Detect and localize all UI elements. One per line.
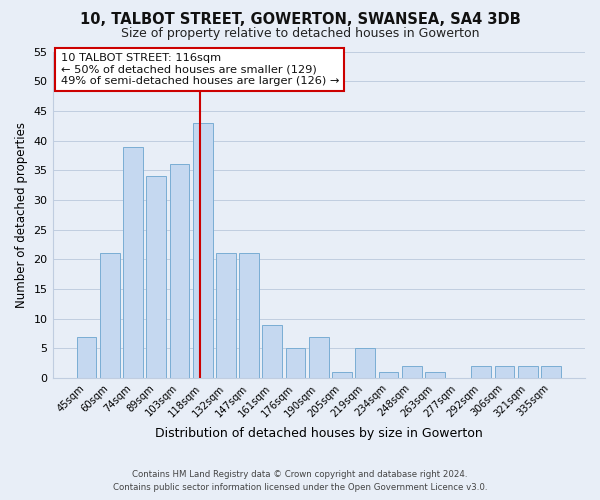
Bar: [193, 123, 212, 378]
Bar: [518, 366, 538, 378]
Y-axis label: Number of detached properties: Number of detached properties: [15, 122, 28, 308]
Bar: [216, 254, 236, 378]
Bar: [146, 176, 166, 378]
Bar: [472, 366, 491, 378]
Bar: [239, 254, 259, 378]
Bar: [309, 336, 329, 378]
Bar: [541, 366, 561, 378]
Bar: [402, 366, 422, 378]
Bar: [286, 348, 305, 378]
Bar: [332, 372, 352, 378]
Text: Size of property relative to detached houses in Gowerton: Size of property relative to detached ho…: [121, 28, 479, 40]
Bar: [123, 146, 143, 378]
Bar: [355, 348, 375, 378]
Bar: [379, 372, 398, 378]
Text: 10, TALBOT STREET, GOWERTON, SWANSEA, SA4 3DB: 10, TALBOT STREET, GOWERTON, SWANSEA, SA…: [80, 12, 520, 28]
Bar: [425, 372, 445, 378]
Bar: [100, 254, 119, 378]
Bar: [170, 164, 190, 378]
X-axis label: Distribution of detached houses by size in Gowerton: Distribution of detached houses by size …: [155, 427, 482, 440]
Bar: [77, 336, 97, 378]
Bar: [494, 366, 514, 378]
Bar: [262, 324, 282, 378]
Text: 10 TALBOT STREET: 116sqm
← 50% of detached houses are smaller (129)
49% of semi-: 10 TALBOT STREET: 116sqm ← 50% of detach…: [61, 53, 339, 86]
Text: Contains HM Land Registry data © Crown copyright and database right 2024.
Contai: Contains HM Land Registry data © Crown c…: [113, 470, 487, 492]
